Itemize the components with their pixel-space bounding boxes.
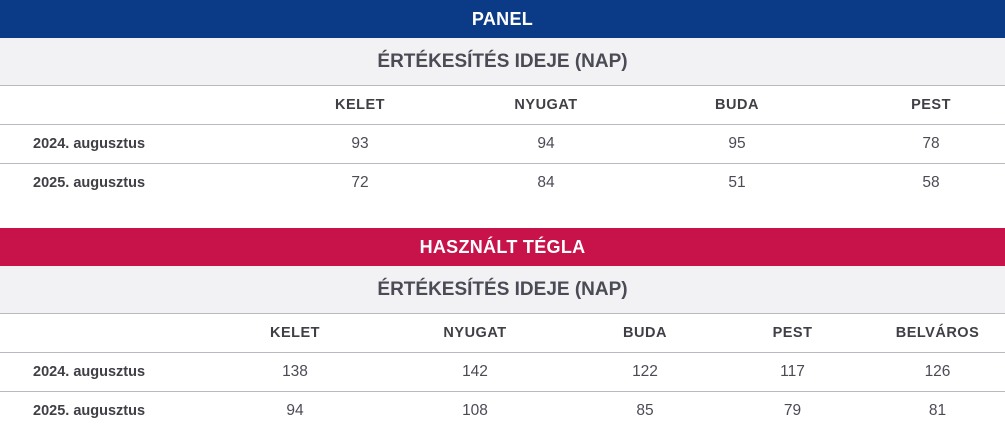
panel-title: PANEL (471, 8, 534, 29)
panel-subtitle: ÉRTÉKESÍTÉS IDEJE (NAP) (377, 50, 628, 72)
tegla-col-pest: PEST (715, 314, 870, 353)
table-cell: 78 (857, 124, 1005, 164)
tegla-section: HASZNÁLT TÉGLA ÉRTÉKESÍTÉS IDEJE (NAP) K… (0, 228, 1005, 430)
panel-col-kelet: KELET (245, 86, 475, 125)
tegla-col-nyugat: NYUGAT (375, 314, 575, 353)
table-cell: 142 (375, 352, 575, 392)
table-cell: 94 (286, 401, 304, 419)
panel-col-pest: PEST (857, 86, 1005, 125)
table-cell: 138 (215, 352, 375, 392)
row-label: 2024. augusztus (0, 352, 215, 392)
table-row: 2025. augusztus 94 108 85 79 81 (0, 391, 1005, 430)
row-label: 2025. augusztus (33, 402, 146, 419)
tegla-col-kelet: KELET (215, 314, 375, 353)
table-cell: 93 (245, 124, 475, 164)
tegla-subtitle: ÉRTÉKESÍTÉS IDEJE (NAP) (377, 278, 628, 300)
table-cell: 94 (475, 124, 617, 164)
table-row: 2025. augusztus 72 84 51 58 (0, 163, 1005, 202)
table-row: 2024. augusztus 93 94 95 78 (0, 124, 1005, 164)
table-cell: 117 (715, 352, 870, 392)
row-label: 2025. augusztus (33, 174, 146, 191)
table-cell: 122 (575, 352, 715, 392)
table-cell: 126 (870, 352, 1005, 392)
tegla-title: HASZNÁLT TÉGLA (419, 236, 586, 257)
panel-col-buda: BUDA (617, 86, 857, 125)
table-cell: 79 (783, 401, 802, 419)
panel-banner: PANEL (0, 0, 1005, 38)
panel-subheader: ÉRTÉKESÍTÉS IDEJE (NAP) (0, 38, 1005, 86)
table-cell: 108 (462, 401, 488, 419)
table-row: 2024. augusztus 138 142 122 117 126 (0, 352, 1005, 392)
panel-table: KELET NYUGAT BUDA PEST 2024. augusztus 9… (0, 86, 1005, 202)
section-gap (0, 202, 1005, 228)
row-label: 2024. augusztus (0, 124, 245, 164)
tegla-col-buda: BUDA (575, 314, 715, 353)
tegla-header-row: KELET NYUGAT BUDA PEST BELVÁROS (0, 314, 1005, 353)
tegla-header-empty (0, 314, 215, 353)
tegla-banner: HASZNÁLT TÉGLA (0, 228, 1005, 266)
tegla-col-belvaros: BELVÁROS (870, 314, 1005, 353)
panel-section: PANEL ÉRTÉKESÍTÉS IDEJE (NAP) KELET NYUG… (0, 0, 1005, 202)
panel-header-empty (0, 86, 245, 125)
tegla-table: KELET NYUGAT BUDA PEST BELVÁROS 2024. au… (0, 314, 1005, 430)
table-cell: 95 (617, 124, 857, 164)
table-cell: 81 (928, 401, 947, 419)
panel-col-nyugat: NYUGAT (475, 86, 617, 125)
table-cell: 58 (922, 173, 940, 191)
table-cell: 72 (351, 173, 369, 191)
table-cell: 84 (537, 173, 555, 191)
tegla-subheader: ÉRTÉKESÍTÉS IDEJE (NAP) (0, 266, 1005, 314)
table-cell: 85 (636, 401, 654, 419)
table-cell: 51 (728, 173, 746, 191)
panel-header-row: KELET NYUGAT BUDA PEST (0, 86, 1005, 125)
